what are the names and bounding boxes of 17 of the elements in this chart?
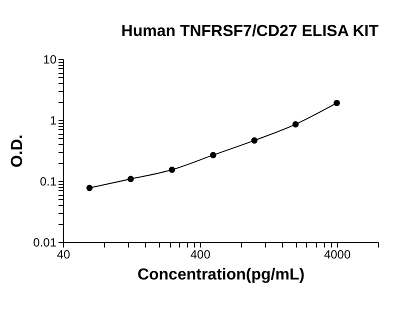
y-tick-label: 1 xyxy=(50,114,57,128)
x-tick-label: 40 xyxy=(56,248,70,262)
y-tick-label: 0.1 xyxy=(40,174,57,188)
point xyxy=(334,100,340,106)
point xyxy=(210,152,216,158)
point xyxy=(168,166,176,173)
point xyxy=(292,121,299,128)
point xyxy=(86,184,93,192)
point xyxy=(128,176,134,182)
x-tick-label: 4000 xyxy=(324,248,351,262)
x-tick-label: 400 xyxy=(190,248,211,262)
y-tick-label: 0.01 xyxy=(33,236,57,250)
chart-title: Human TNFRSF7/CD27 ELISA KIT xyxy=(121,23,379,40)
y-tick-label: 10 xyxy=(43,52,57,66)
x-axis-title: Concentration(pg/mL) xyxy=(137,266,305,284)
y-axis-title: O.D. xyxy=(9,134,26,168)
point xyxy=(251,137,258,144)
